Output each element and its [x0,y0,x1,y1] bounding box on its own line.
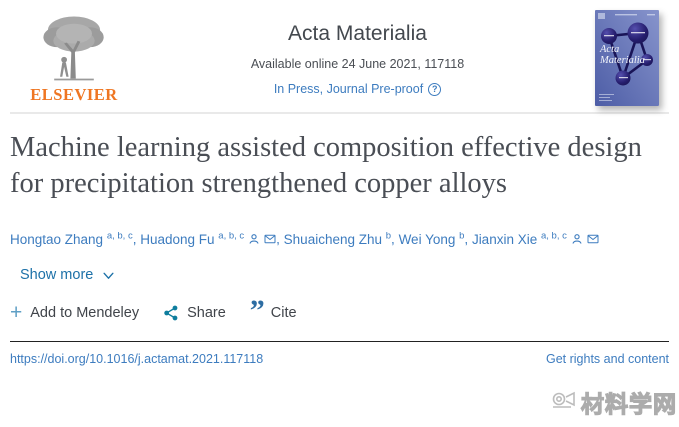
show-more-label: Show more [20,266,94,283]
cite-quote-icon: ” [249,293,265,327]
watermark: 材料学网 [549,385,677,419]
author-link[interactable]: Hongtao Zhang a, b, c [10,230,133,247]
author-separator: , [132,231,141,247]
journal-masthead: ELSEVIER Acta Materialia Available onlin… [0,0,679,112]
get-rights-link[interactable]: Get rights and content [546,351,669,366]
author-separator: , [464,231,472,247]
author-link[interactable]: Jianxin Xie a, b, c [471,230,599,247]
plus-icon: + [10,300,23,324]
availability-date: Available online 24 June 2021, 117118 [250,57,465,71]
author-affiliations: b [459,230,465,241]
author-affiliations: a, b, c [106,230,133,241]
add-to-mendeley-button[interactable]: + Add to Mendeley [10,300,140,324]
camera-icon [552,391,575,408]
inpress-status-label: In Press, Journal Pre-proof [273,82,424,96]
author-list: Hongtao Zhang a, b, c, Huadong Fu a, b, … [10,226,669,250]
person-icon[interactable] [248,233,260,245]
publisher-name: ELSEVIER [30,85,118,104]
chevron-down-icon [103,272,114,279]
author-link[interactable]: Wei Yong b [398,230,465,247]
author-separator: , [276,231,284,247]
author-name: Huadong Fu [140,231,219,247]
author-name: Wei Yong [398,231,460,247]
journal-title[interactable]: Acta Materialia [288,22,427,45]
inpress-status-link[interactable]: In Press, Journal Pre-proof ? [273,82,442,96]
add-to-mendeley-label: Add to Mendeley [30,304,140,321]
footer-links: https://doi.org/10.1016/j.actamat.2021.1… [10,352,669,366]
author-separator: , [391,231,399,247]
author-name: Jianxin Xie [471,231,541,247]
author-name: Hongtao Zhang [10,231,107,247]
author-affiliations: a, b, c [540,230,567,241]
cite-button[interactable]: ” Cite [249,293,297,327]
person-icon[interactable] [571,233,583,245]
action-bar: + Add to Mendeley Share ” Cite [10,293,669,327]
author-link[interactable]: Shuaicheng Zhu b [283,230,392,247]
cover-title-line2: Materialia [599,55,645,66]
journal-header-info: Acta Materialia Available online 24 June… [120,10,595,98]
cite-label: Cite [270,304,297,321]
footer-divider [10,340,669,342]
cover-title-line1: Acta [599,44,619,55]
question-icon[interactable]: ? [428,82,442,96]
author-affiliations: b [385,230,392,241]
elsevier-logo[interactable]: ELSEVIER [28,10,120,105]
journal-cover-image[interactable]: Acta Materialia [595,10,659,106]
author-link[interactable]: Huadong Fu a, b, c [140,230,276,247]
share-button[interactable]: Share [163,305,226,321]
author-name: Shuaicheng Zhu [283,231,386,247]
show-more-button[interactable]: Show more [10,267,115,283]
header-divider [10,112,669,114]
envelope-icon[interactable] [587,233,599,245]
share-icon [164,305,178,320]
doi-link[interactable]: https://doi.org/10.1016/j.actamat.2021.1… [10,351,264,366]
share-label: Share [187,304,226,321]
journal-cover-block: Acta Materialia [595,10,667,106]
envelope-icon[interactable] [264,233,276,245]
article-title: Machine learning assisted composition ef… [10,132,642,199]
watermark-text: 材料学网 [580,390,677,417]
elsevier-tree-icon [43,16,104,81]
author-affiliations: a, b, c [218,230,245,241]
